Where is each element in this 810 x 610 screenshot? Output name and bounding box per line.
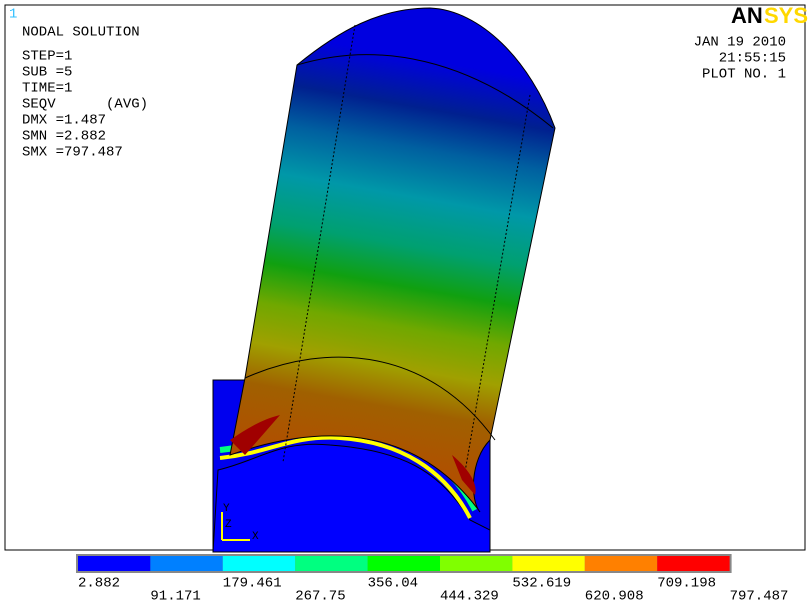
legend-label: 356.04	[368, 576, 418, 592]
color-band	[295, 556, 368, 571]
color-band	[584, 556, 658, 571]
legend-label: 620.908	[585, 589, 644, 605]
max-region	[452, 455, 476, 495]
stress-band	[219, 435, 472, 519]
legend-label: 444.329	[440, 589, 499, 605]
legend-label: 2.882	[78, 576, 120, 592]
color-band	[440, 556, 513, 571]
legend-label: 91.171	[150, 589, 200, 605]
color-band	[657, 556, 730, 571]
logo-right: SYS	[764, 3, 808, 28]
color-band	[512, 556, 585, 571]
color-band	[222, 556, 296, 571]
info-line: SMX =797.487	[22, 145, 123, 161]
color-band	[78, 556, 151, 571]
color-band	[150, 556, 223, 571]
info-line: SMN =2.882	[22, 129, 106, 145]
window-number: 1	[9, 7, 17, 23]
time: 21:55:15	[719, 51, 786, 67]
color-band	[367, 556, 440, 571]
axis-z: Z	[225, 519, 232, 531]
edge	[296, 54, 554, 129]
info-line: TIME=1	[22, 81, 72, 97]
info-line: STEP=1	[22, 49, 72, 65]
legend-label: 532.619	[512, 576, 571, 592]
axis-x: X	[252, 531, 259, 543]
legend-label: 797.487	[730, 589, 789, 605]
edge	[244, 356, 496, 441]
legend-label: 709.198	[657, 576, 716, 592]
logo-left: AN	[731, 3, 763, 28]
info-line: DMX =1.487	[22, 113, 106, 129]
edge	[282, 24, 356, 463]
info-line: SEQV (AVG)	[22, 97, 148, 113]
blade	[229, 7, 556, 513]
axis-y: Y	[223, 503, 230, 515]
legend: 2.882 91.171 179.461 267.75 356.04 444.329 532…	[76, 554, 788, 605]
info-line: NODAL SOLUTION	[22, 25, 140, 41]
info-line: SUB =5	[22, 65, 72, 81]
legend-label: 267.75	[295, 589, 345, 605]
date: JAN 19 2010	[694, 35, 786, 51]
legend-label: 179.461	[223, 576, 282, 592]
max-region	[230, 415, 280, 455]
plot-number: PLOT NO. 1	[702, 67, 786, 83]
